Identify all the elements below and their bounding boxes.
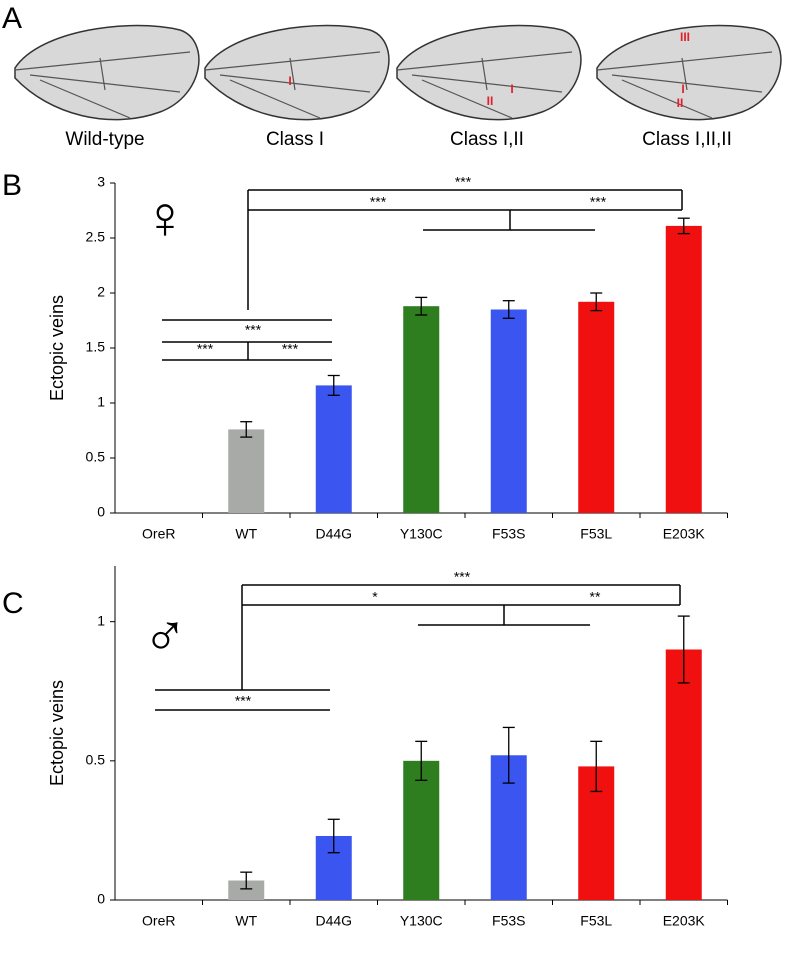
class-mark: II: [487, 94, 494, 108]
y-tick-label: 0.5: [86, 449, 106, 465]
wing-caption: Class I,II,II: [642, 129, 732, 150]
x-tick-label: F53S: [492, 913, 525, 929]
bar: [403, 306, 440, 513]
x-tick-label: D44G: [315, 913, 352, 929]
class-mark: III: [680, 30, 690, 44]
significance-label: **: [590, 589, 601, 605]
y-tick-label: 2.5: [86, 229, 106, 245]
panel-label: C: [2, 587, 24, 620]
x-tick-label: E203K: [663, 913, 706, 929]
y-tick-label: 0.5: [86, 752, 106, 768]
wing-vein: [396, 51, 573, 119]
class-mark: I: [510, 82, 513, 96]
wing: [596, 24, 782, 121]
bar: [228, 880, 265, 900]
y-tick-label: 0: [97, 891, 105, 907]
significance-label: ***: [197, 341, 214, 357]
sex-symbol: ♂: [143, 602, 188, 669]
wing-caption: Class I,II: [450, 129, 524, 150]
wing: [204, 24, 390, 121]
bar: [315, 385, 352, 513]
class-mark: I: [288, 74, 291, 88]
panel-label: A: [2, 2, 22, 35]
x-tick-label: F53L: [580, 913, 612, 929]
bar: [403, 760, 440, 900]
panel-label: B: [2, 169, 22, 202]
x-tick-label: E203K: [663, 526, 706, 542]
wing-caption: Class I: [266, 129, 324, 150]
bar: [665, 649, 702, 900]
significance-label: ***: [235, 693, 252, 709]
significance-label: ***: [245, 322, 262, 338]
significance-label: ***: [590, 194, 607, 210]
bar: [665, 225, 702, 513]
x-tick-label: OreR: [142, 913, 175, 929]
y-tick-label: 1: [97, 394, 105, 410]
y-axis-label: Ectopic veins: [47, 295, 67, 401]
x-tick-label: OreR: [142, 526, 175, 542]
x-tick-label: Y130C: [400, 526, 443, 542]
wing-vein: [596, 51, 773, 119]
x-tick-label: F53S: [492, 526, 525, 542]
sex-symbol: ♀: [143, 184, 188, 251]
x-tick-label: WT: [235, 526, 257, 542]
y-tick-label: 1: [97, 612, 105, 628]
wing-vein: [204, 51, 381, 119]
wing-caption: Wild-type: [65, 129, 144, 150]
x-tick-label: WT: [235, 913, 257, 929]
x-tick-label: D44G: [315, 526, 352, 542]
x-tick-label: F53L: [580, 526, 612, 542]
bar: [578, 301, 615, 513]
y-tick-label: 2: [97, 284, 105, 300]
y-axis-label: Ectopic veins: [47, 680, 67, 786]
y-tick-label: 0: [97, 504, 105, 520]
significance-label: ***: [282, 341, 299, 357]
significance-label: ***: [455, 174, 472, 190]
class-mark: I: [681, 82, 684, 96]
bar: [490, 309, 527, 513]
wing: [14, 24, 200, 121]
wing-vein: [14, 51, 191, 119]
class-mark: II: [677, 96, 684, 110]
significance-label: *: [372, 589, 378, 605]
wing: [396, 24, 582, 121]
y-tick-label: 1.5: [86, 339, 106, 355]
significance-label: ***: [370, 194, 387, 210]
y-tick-label: 3: [97, 174, 105, 190]
x-tick-label: Y130C: [400, 913, 443, 929]
significance-label: ***: [454, 569, 471, 585]
bar: [228, 429, 265, 513]
